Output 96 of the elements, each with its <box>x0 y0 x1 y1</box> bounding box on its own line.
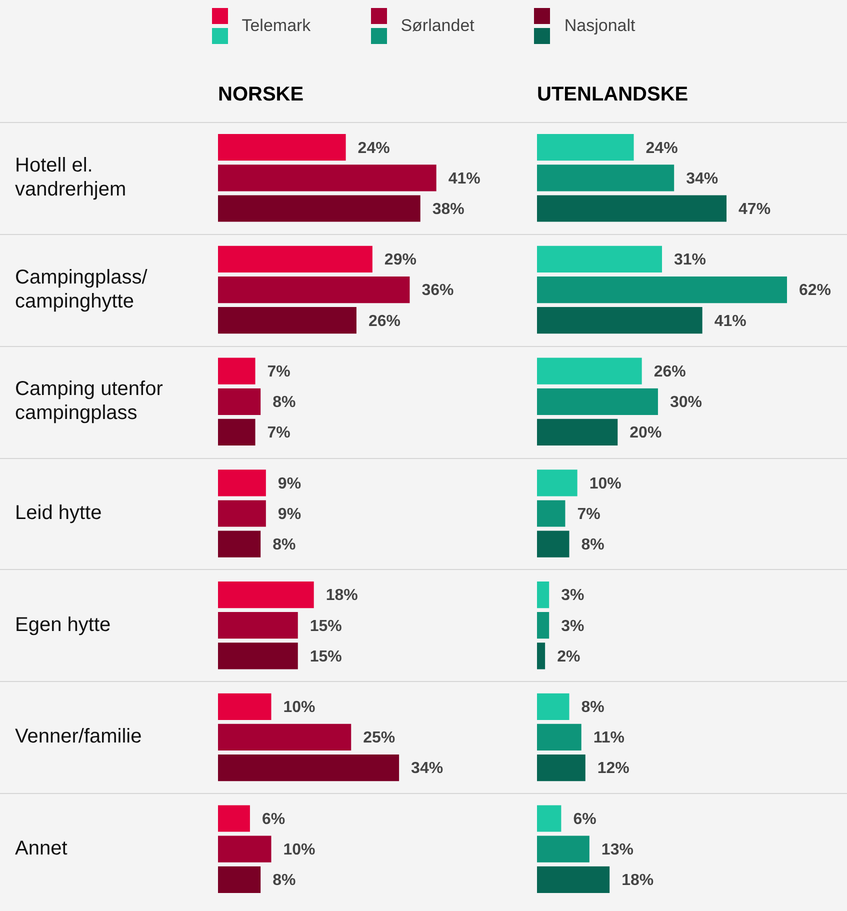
data-label: 11% <box>593 730 624 747</box>
bar <box>218 246 372 273</box>
data-label: 8% <box>272 872 296 890</box>
y-tick-label: Venner/familie <box>15 726 142 748</box>
data-label: 47% <box>738 200 771 218</box>
data-label: 8% <box>581 699 604 716</box>
bar <box>218 724 352 751</box>
bar <box>218 693 272 720</box>
data-label: 26% <box>368 312 400 330</box>
data-label: 8% <box>272 394 296 412</box>
bar <box>218 134 346 161</box>
bar <box>537 612 550 639</box>
data-label: 3% <box>561 618 584 635</box>
data-label: 10% <box>589 475 622 492</box>
bar <box>537 693 570 720</box>
data-label: 6% <box>573 810 596 828</box>
data-label: 29% <box>384 252 416 269</box>
bar <box>537 642 546 670</box>
data-label: 20% <box>630 424 662 442</box>
bar <box>537 836 590 862</box>
bar <box>537 754 586 782</box>
data-label: 7% <box>267 363 290 380</box>
data-label: 38% <box>432 200 464 218</box>
data-label: 8% <box>581 536 604 554</box>
legend-label: Telemark <box>242 16 311 36</box>
bar <box>218 754 400 782</box>
bar <box>537 134 634 161</box>
data-label: 31% <box>674 252 706 269</box>
data-label: 15% <box>310 618 342 635</box>
bar <box>537 530 570 558</box>
y-tick-label: Annet <box>15 838 68 860</box>
bar <box>218 164 436 192</box>
data-label: 36% <box>422 282 454 300</box>
data-label: 7% <box>267 424 290 442</box>
bar <box>218 418 256 446</box>
bar <box>218 358 256 384</box>
data-label: 34% <box>411 760 444 778</box>
y-tick-label: Hotell el. vandrerhjem <box>15 154 126 200</box>
bar <box>537 195 727 222</box>
bar <box>218 470 266 496</box>
bar <box>218 612 298 639</box>
data-label: 12% <box>597 760 630 778</box>
bar <box>537 276 787 304</box>
bar <box>218 307 356 334</box>
data-label: 24% <box>646 140 678 157</box>
data-label: 2% <box>557 648 580 666</box>
data-label: 41% <box>714 312 746 330</box>
data-label: 30% <box>670 394 702 412</box>
chart-title: UTENLANDSKE <box>537 84 688 106</box>
bar <box>537 866 610 893</box>
data-label: 13% <box>601 841 634 858</box>
y-tick-label: Leid hytte <box>15 502 102 524</box>
y-tick-label: Campingplass/ campinghytte <box>15 266 148 312</box>
bar <box>218 530 261 558</box>
data-label: 34% <box>686 170 718 188</box>
data-label: 15% <box>310 648 342 666</box>
data-label: 10% <box>283 699 316 716</box>
data-label: 18% <box>326 587 358 604</box>
data-label: 25% <box>363 730 396 747</box>
data-label: 41% <box>448 170 480 188</box>
bar <box>537 724 582 751</box>
legend-label: Nasjonalt <box>564 16 636 36</box>
bar <box>218 276 410 304</box>
bar <box>537 470 578 496</box>
data-label: 9% <box>278 475 302 492</box>
data-label: 10% <box>283 841 316 858</box>
data-label: 6% <box>262 810 286 828</box>
bar <box>537 581 550 608</box>
bar <box>218 642 298 670</box>
data-label: 9% <box>278 506 302 523</box>
bar <box>537 358 642 384</box>
bar <box>537 500 566 527</box>
bar <box>218 500 266 527</box>
bar <box>218 866 261 893</box>
y-tick-label: Egen hytte <box>15 614 111 636</box>
bar <box>537 805 562 832</box>
data-label: 26% <box>654 363 686 380</box>
bar <box>218 805 250 832</box>
bar <box>537 418 618 446</box>
bar <box>537 388 658 415</box>
bar <box>537 307 702 334</box>
bar <box>537 164 674 192</box>
data-label: 7% <box>577 506 600 523</box>
bar <box>218 836 272 862</box>
legend-label: Sørlandet <box>400 16 474 36</box>
data-label: 24% <box>358 140 390 157</box>
y-tick-label: Camping utenfor campingplass <box>15 378 164 424</box>
data-label: 8% <box>272 536 296 554</box>
chart-title: NORSKE <box>218 84 304 106</box>
bar <box>218 195 420 222</box>
data-label: 62% <box>799 282 832 300</box>
bar <box>218 388 261 415</box>
data-label: 3% <box>561 587 584 604</box>
bar <box>537 246 662 273</box>
bar <box>218 581 314 608</box>
data-label: 18% <box>622 872 654 890</box>
